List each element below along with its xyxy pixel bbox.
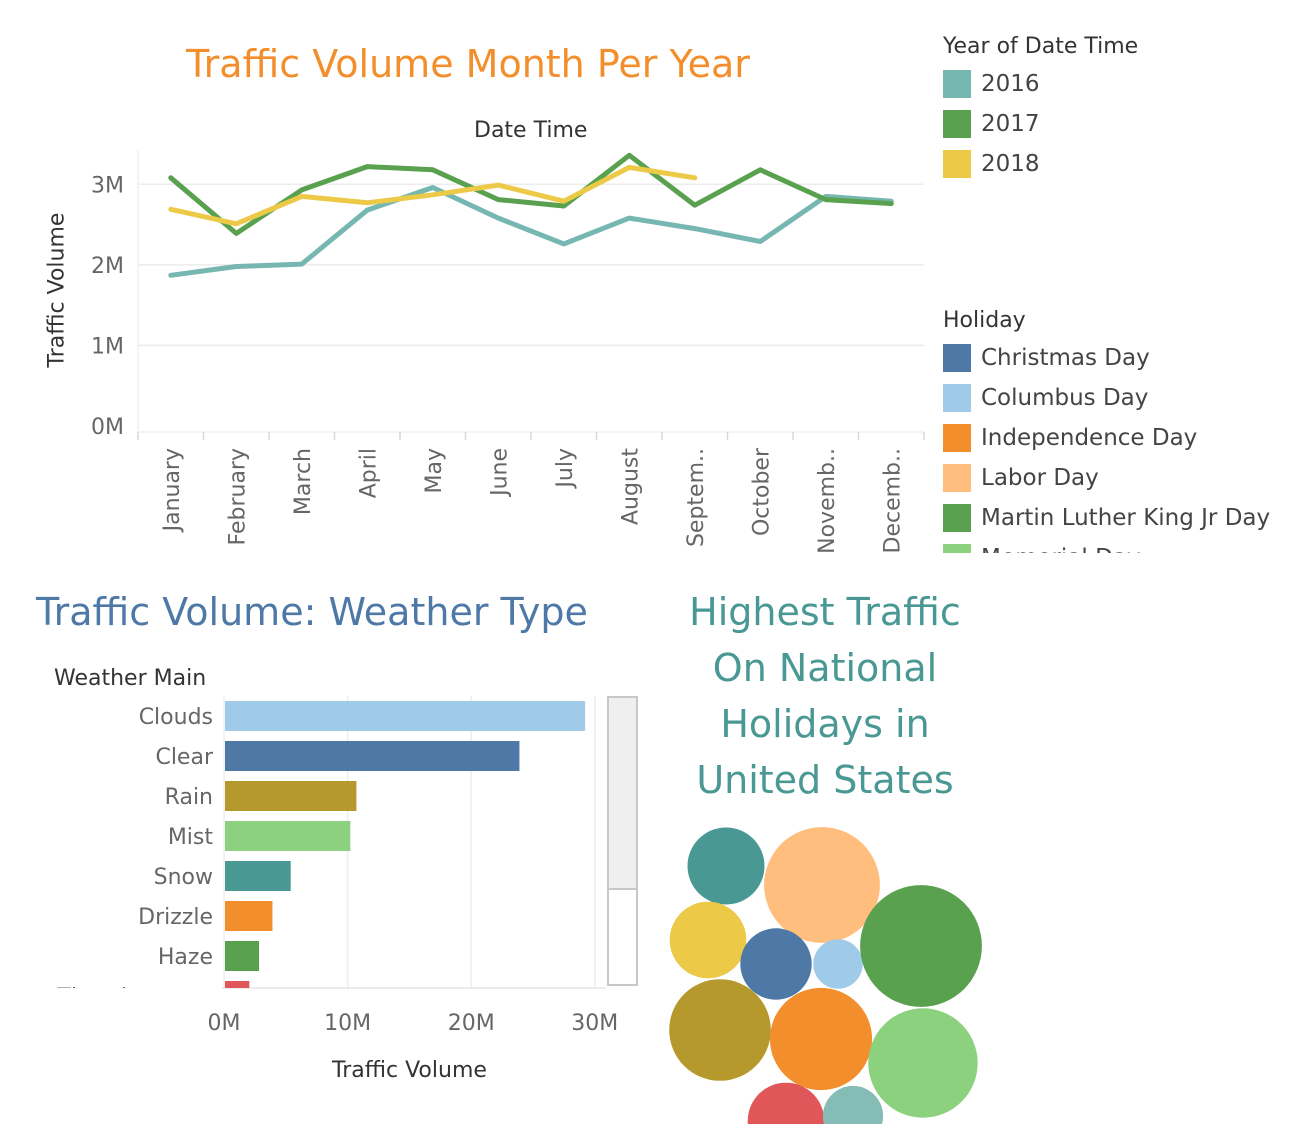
line-chart-x-tick-label: February: [225, 448, 250, 546]
bar-chart-bar: [225, 781, 357, 811]
holiday-legend-label: Christmas Day: [981, 345, 1150, 371]
bubble: [860, 885, 982, 1007]
bar-chart-row-header: Weather Main: [54, 666, 207, 691]
bubble-chart-plot: [669, 827, 982, 1124]
line-chart-y-tick-label: 2M: [91, 254, 124, 279]
line-chart-y-tick-label: 0M: [91, 415, 124, 440]
line-chart-top-axis-label: Date Time: [474, 118, 588, 143]
line-chart-title: Traffic Volume Month Per Year: [186, 42, 750, 86]
bubble-chart-title-line: Holidays in: [720, 702, 930, 746]
line-chart-x-tick-label: July: [553, 448, 578, 490]
bubble: [769, 987, 873, 1091]
bar-chart-category-label: Drizzle: [138, 905, 213, 930]
bubble: [740, 928, 812, 1000]
bar-chart-x-tick-label: 20M: [448, 1011, 495, 1036]
year-legend-item-2018[interactable]: 2018: [943, 149, 1040, 179]
bar-chart-category-label: Mist: [168, 825, 214, 850]
line-chart-y-tick-label: 1M: [91, 334, 124, 359]
line-series-2018: [168, 164, 698, 227]
bubble: [822, 1085, 884, 1124]
holiday-legend-item-mlk-day[interactable]: Martin Luther King Jr Day: [943, 503, 1270, 533]
line-chart-x-tick-label: June: [487, 448, 512, 498]
bar-chart-bar: [225, 701, 586, 731]
bar-chart-bar: [225, 861, 291, 891]
bar-chart-x-tick-label: 30M: [571, 1011, 618, 1036]
line-series-2016: [168, 185, 894, 278]
line-chart-x-tick-label: Decemb..: [880, 448, 905, 554]
holiday-legend-item-columbus-day[interactable]: Columbus Day: [943, 383, 1148, 413]
year-legend-swatch: [943, 150, 971, 178]
line-chart-plot: 0M 1M 2M 3M January February March April May Jun…: [91, 150, 925, 554]
bar-chart-x-axis-title: Traffic Volume: [332, 1058, 487, 1083]
bar-chart-category-label: Clouds: [139, 705, 213, 730]
year-legend-swatch: [943, 110, 971, 138]
year-legend-title: Year of Date Time: [943, 34, 1139, 59]
bar-chart-category-label: Snow: [154, 865, 213, 890]
bar-chart-scrollbar-thumb[interactable]: [609, 698, 636, 890]
bar-chart-bar: [225, 941, 260, 971]
bar-chart-bar: [225, 741, 520, 771]
holiday-legend-swatch: [943, 424, 971, 452]
holiday-legend-item-christmas-day[interactable]: Christmas Day: [943, 343, 1150, 373]
bubble-chart-title-line: On National: [712, 646, 938, 690]
holiday-legend: Holiday Christmas Day Columbus Day Indep…: [943, 308, 1293, 553]
bar-chart-scrollbar[interactable]: [607, 696, 638, 986]
bar-chart-x-tick-label: 10M: [324, 1011, 371, 1036]
bubble-chart-title-line: United States: [696, 758, 954, 802]
bar-chart-bar: [225, 981, 250, 988]
line-chart-x-tick-label: May: [422, 448, 447, 493]
year-legend-item-2017[interactable]: 2017: [943, 109, 1040, 139]
holiday-legend-swatch: [943, 464, 971, 492]
line-chart-x-tick-label: October: [749, 447, 774, 536]
bar-chart-category-label: Rain: [165, 785, 213, 810]
holiday-legend-swatch: [943, 344, 971, 372]
bar-chart-x-tick-label: 0M: [208, 1011, 241, 1036]
line-chart-x-tick-label: Novemb..: [815, 448, 840, 554]
bar-chart-bar: [225, 901, 273, 931]
year-legend-label: 2017: [981, 111, 1040, 137]
bar-chart-category-label: Thunderstorm: [57, 985, 213, 1010]
year-legend: Year of Date Time 2016 2017 2018: [943, 34, 1283, 194]
year-legend-item-2016[interactable]: 2016: [943, 69, 1040, 99]
line-chart-x-tick-label: Septem..: [684, 448, 709, 547]
bubble: [764, 827, 880, 943]
holiday-legend-item-labor-day[interactable]: Labor Day: [943, 463, 1099, 493]
holiday-legend-label: Columbus Day: [981, 385, 1149, 411]
line-chart-x-tick-label: April: [356, 448, 381, 498]
bar-chart-category-label: Haze: [158, 945, 213, 970]
year-legend-label: 2018: [981, 151, 1040, 177]
line-chart-x-tick-label: March: [291, 448, 316, 515]
year-legend-swatch: [943, 70, 971, 98]
line-chart-x-tick-label: August: [618, 448, 643, 525]
holiday-legend-swatch: [943, 504, 971, 532]
bubble: [669, 979, 771, 1081]
line-chart-x-tick-label: January: [160, 448, 185, 533]
bubble: [669, 901, 747, 979]
holiday-legend-label: Martin Luther King Jr Day: [981, 505, 1271, 531]
holiday-legend-item-independence-day[interactable]: Independence Day: [943, 423, 1197, 453]
bar-chart-plot: Clouds Clear Rain Mist Snow Drizzle Haze Thunde…: [57, 696, 618, 1036]
bubble-chart-title: Highest Traffic On National Holidays in …: [660, 584, 990, 808]
bubble: [813, 939, 863, 989]
bubble: [687, 827, 765, 905]
bubble: [747, 1082, 825, 1124]
bubble-chart-title-line: Highest Traffic: [689, 590, 961, 634]
line-series-2017: [168, 152, 894, 236]
holiday-legend-label: Memorial Day: [981, 545, 1141, 553]
holiday-legend-item-memorial-day[interactable]: Memorial Day: [943, 543, 1141, 553]
year-legend-label: 2016: [981, 71, 1040, 97]
bubble: [868, 1008, 978, 1118]
line-chart-y-tick-label: 3M: [91, 173, 124, 198]
holiday-legend-swatch: [943, 384, 971, 412]
holiday-legend-label: Independence Day: [981, 425, 1198, 451]
bar-chart-title: Traffic Volume: Weather Type: [36, 590, 588, 634]
bar-chart-category-label: Clear: [155, 745, 213, 770]
holiday-legend-label: Labor Day: [981, 465, 1099, 491]
holiday-legend-swatch: [943, 544, 971, 553]
bar-chart-bar: [225, 821, 351, 851]
holiday-legend-title: Holiday: [943, 308, 1026, 333]
